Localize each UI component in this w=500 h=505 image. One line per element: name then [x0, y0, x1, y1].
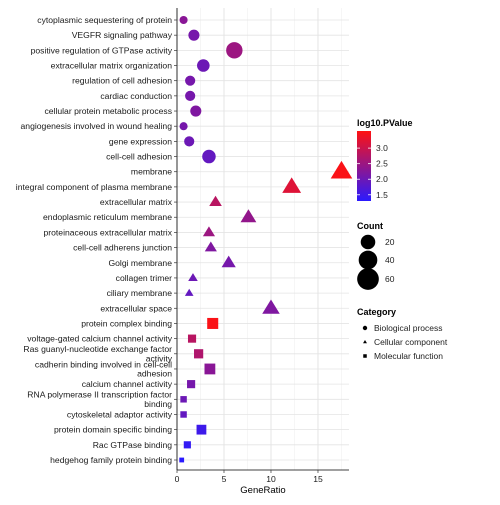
size-legend-key	[357, 268, 379, 290]
shape-legend-label: Biological process	[374, 323, 443, 333]
x-tick-label: 15	[313, 474, 323, 484]
size-legend-label: 60	[385, 274, 395, 284]
plot-panel	[177, 8, 349, 470]
y-tick-label: cellular protein metabolic process	[44, 106, 172, 116]
y-tick-label: cell-cell adherens junction	[73, 243, 172, 253]
data-point-square	[187, 380, 196, 389]
x-axis-title: GeneRatio	[240, 485, 285, 496]
y-tick-label: cardiac conduction	[100, 91, 172, 101]
data-point-circle	[184, 136, 195, 147]
y-tick-label: ciliary membrane	[107, 288, 173, 298]
y-tick-label: cadherin binding involved in cell-cell ad…	[35, 359, 172, 378]
data-point-triangle	[330, 160, 353, 179]
data-point-circle	[185, 90, 196, 101]
data-point-triangle	[202, 226, 216, 237]
color-legend-label: 3.0	[376, 143, 388, 153]
shape-legend-label: Cellular component	[374, 337, 448, 347]
y-tick-label: endoplasmic reticulum membrane	[43, 212, 172, 222]
y-tick-label: RNA polymerase II transcription factor bi…	[27, 390, 172, 409]
data-point-square	[204, 363, 216, 375]
size-legend-key	[358, 250, 378, 270]
data-point-circle	[179, 15, 188, 25]
size-legend-label: 20	[385, 237, 395, 247]
y-tick-label: positive regulation of GTPase activity	[31, 45, 173, 55]
size-legend-key	[360, 234, 376, 250]
y-tick-label: calcium channel activity	[82, 379, 173, 389]
shape-legend-key-circle	[362, 325, 368, 331]
data-point-triangle	[282, 177, 302, 193]
color-legend-label: 2.0	[376, 174, 388, 184]
y-tick-label: Rac GTPase binding	[93, 440, 173, 450]
size-legend-title: Count	[357, 221, 383, 231]
y-tick-label: extracellular space	[100, 303, 172, 313]
y-tick-label: extracellular matrix organization	[51, 61, 173, 71]
y-tick-label: Golgi membrane	[108, 258, 172, 268]
y-tick-label: gene expression	[109, 136, 172, 146]
y-tick-label: integral component of plasma membrane	[16, 182, 172, 192]
data-point-triangle	[221, 255, 236, 268]
data-point-square	[183, 441, 191, 449]
y-tick-label: angiogenesis involved in wound healing	[21, 121, 173, 131]
y-tick-label: extracellular matrix	[100, 197, 173, 207]
data-point-circle	[202, 149, 216, 164]
data-point-circle	[179, 122, 188, 131]
y-tick-label: voltage-gated calcium channel activity	[27, 334, 172, 344]
data-point-square	[179, 457, 185, 463]
shape-legend-title: Category	[357, 307, 396, 317]
data-point-square	[194, 349, 204, 359]
data-point-circle	[197, 59, 210, 72]
shape-legend-label: Molecular function	[374, 351, 443, 361]
y-tick-label: regulation of cell adhesion	[72, 76, 172, 86]
y-tick-label: protein complex binding	[81, 318, 172, 328]
y-tick-label: VEGFR signaling pathway	[72, 30, 173, 40]
shape-legend-key-triangle	[363, 340, 367, 344]
x-tick-label: 5	[222, 474, 227, 484]
y-tick-label: collagen trimer	[116, 273, 172, 283]
data-point-square	[207, 317, 219, 329]
color-legend-label: 2.5	[376, 159, 388, 169]
x-tick-label: 0	[175, 474, 180, 484]
data-point-triangle	[240, 209, 257, 223]
y-tick-label: proteinaceous extracellular matrix	[44, 227, 173, 237]
y-tick-label: protein domain specific binding	[54, 425, 172, 435]
size-legend-label: 40	[385, 255, 395, 265]
color-legend-label: 1.5	[376, 190, 388, 200]
y-tick-label: Ras guanyl-nucleotide exchange factor act…	[23, 344, 172, 363]
data-point-triangle	[188, 273, 198, 281]
data-point-triangle	[184, 288, 194, 296]
data-point-circle	[188, 29, 200, 41]
data-point-triangle	[262, 299, 280, 314]
y-tick-label: cytoskeletal adaptor activity	[67, 409, 173, 419]
data-point-square	[196, 424, 207, 435]
color-legend-title: log10.PValue	[357, 118, 413, 128]
data-point-circle	[226, 42, 243, 59]
y-tick-label: cytoplasmic sequestering of protein	[37, 15, 172, 25]
y-tick-label: cell-cell adhesion	[106, 152, 172, 162]
color-legend-bar	[357, 131, 371, 201]
data-point-square	[187, 334, 197, 343]
data-point-square	[180, 411, 187, 418]
data-point-circle	[190, 105, 202, 117]
data-point-triangle	[204, 241, 217, 252]
y-tick-label: membrane	[131, 167, 172, 177]
x-tick-label: 10	[266, 474, 276, 484]
shape-legend-key-square	[363, 354, 367, 358]
data-point-square	[180, 396, 187, 403]
y-tick-label: hedgehog family protein binding	[50, 455, 172, 465]
data-point-triangle	[209, 195, 222, 207]
data-point-circle	[185, 75, 196, 86]
